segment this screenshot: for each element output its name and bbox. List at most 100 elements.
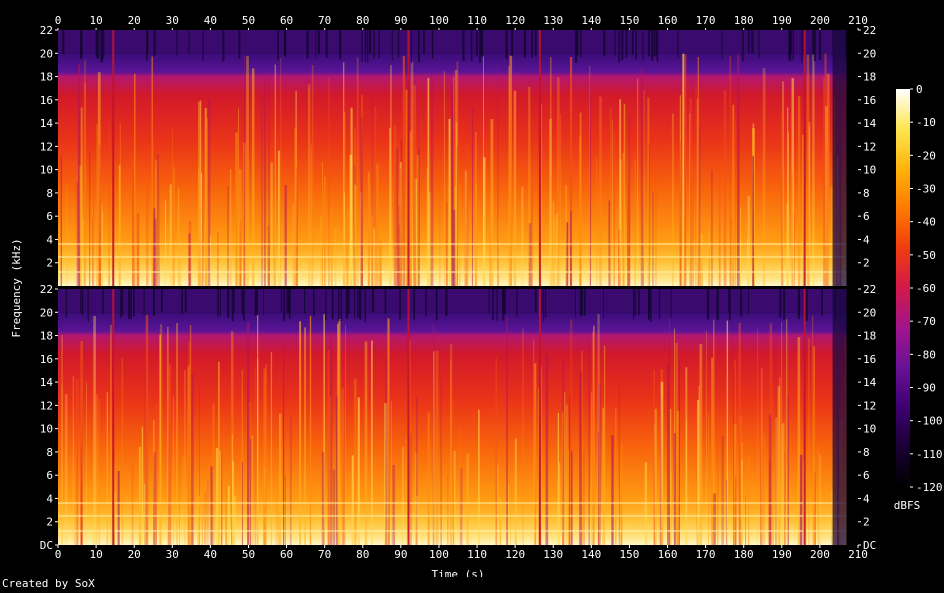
texture-streak <box>220 452 223 545</box>
dark-streak <box>242 289 245 321</box>
texture-streak <box>308 84 311 286</box>
dark-streak <box>523 30 527 58</box>
texture-streak <box>711 357 714 545</box>
x-tick-label-bottom: 160 <box>658 548 678 561</box>
texture-streak <box>199 384 201 545</box>
dark-streak <box>359 289 362 320</box>
texture-streak <box>775 352 777 545</box>
dark-streak <box>255 289 258 315</box>
dark-streak <box>283 289 286 322</box>
x-axis-label: Time (s) <box>432 568 485 577</box>
texture-streak <box>410 433 412 545</box>
texture-streak <box>310 144 312 286</box>
texture-streak <box>177 188 180 286</box>
x-tick-label-top: 210 <box>848 14 868 27</box>
dark-streak <box>580 30 582 58</box>
texture-streak <box>618 381 620 545</box>
texture-streak <box>251 435 253 545</box>
dark-streak <box>462 30 465 61</box>
dark-streak <box>337 289 340 322</box>
silence-region <box>846 30 858 286</box>
texture-streak <box>401 446 404 545</box>
texture-streak <box>483 56 484 286</box>
dark-streak <box>373 30 375 60</box>
texture-streak <box>346 210 349 286</box>
texture-streak <box>569 57 573 286</box>
texture-streak <box>231 371 232 545</box>
quiet-moment-line <box>112 289 115 545</box>
dark-streak <box>391 30 393 61</box>
texture-streak <box>364 341 368 545</box>
texture-streak <box>762 67 766 286</box>
dark-streak <box>97 30 100 59</box>
texture-streak <box>184 369 186 545</box>
texture-streak <box>270 352 273 545</box>
texture-streak <box>628 115 631 286</box>
texture-streak <box>708 221 709 286</box>
texture-streak <box>456 145 458 286</box>
texture-streak <box>83 214 85 286</box>
texture-streak <box>144 366 146 545</box>
texture-streak <box>243 142 246 286</box>
texture-streak <box>60 157 63 286</box>
dark-streak <box>95 30 98 58</box>
texture-streak <box>357 397 360 545</box>
texture-streak <box>787 132 789 286</box>
texture-streak <box>427 77 430 287</box>
texture-streak <box>427 412 430 545</box>
y-tick-label-right: DC <box>863 539 876 552</box>
texture-streak <box>698 126 701 286</box>
dark-streak <box>325 289 327 321</box>
x-tick-label-top: 80 <box>356 14 369 27</box>
texture-streak <box>570 210 572 286</box>
texture-streak <box>61 384 63 545</box>
texture-streak <box>252 429 254 545</box>
texture-streak <box>557 412 559 545</box>
texture-streak <box>654 408 657 545</box>
texture-streak <box>689 113 691 287</box>
texture-streak <box>379 239 382 286</box>
texture-streak <box>819 455 821 545</box>
texture-streak <box>413 85 416 286</box>
y-tick-label-left: 22 <box>40 24 53 37</box>
x-tick-label-top: 160 <box>658 14 678 27</box>
texture-streak <box>549 118 552 286</box>
dark-streak <box>511 30 514 56</box>
texture-streak <box>102 210 103 286</box>
dark-streak <box>128 289 131 319</box>
texture-streak <box>76 379 79 545</box>
colorbar-tick-label: -20 <box>916 149 936 162</box>
texture-streak <box>188 365 190 545</box>
texture-streak <box>264 74 266 287</box>
x-tick-label-bottom: 50 <box>242 548 255 561</box>
texture-streak <box>360 117 363 287</box>
y-tick-label-right: 8 <box>863 187 870 200</box>
dark-streak <box>479 30 481 63</box>
texture-streak <box>466 142 469 286</box>
texture-streak <box>189 325 192 545</box>
texture-streak <box>738 323 741 545</box>
texture-streak <box>230 331 234 545</box>
texture-streak <box>453 77 455 286</box>
texture-streak <box>817 444 820 545</box>
texture-streak <box>711 169 713 286</box>
texture-streak <box>777 386 781 545</box>
texture-streak <box>453 209 456 286</box>
dark-streak <box>347 289 350 314</box>
dark-streak <box>361 30 363 62</box>
texture-streak <box>96 394 98 545</box>
texture-streak <box>506 317 508 545</box>
texture-streak <box>768 414 772 545</box>
dark-streak <box>502 289 504 315</box>
texture-streak <box>155 160 157 286</box>
dark-streak <box>368 30 372 54</box>
dark-streak <box>222 30 225 62</box>
dark-streak <box>263 289 265 316</box>
dark-streak <box>653 30 656 57</box>
texture-streak <box>708 414 709 545</box>
quiet-moment-line <box>803 289 806 545</box>
texture-streak <box>159 169 160 286</box>
spectrogram-chart: 0010102020303040405050606070708080909010… <box>10 14 943 577</box>
silence-region <box>846 289 858 545</box>
texture-streak <box>299 321 302 545</box>
